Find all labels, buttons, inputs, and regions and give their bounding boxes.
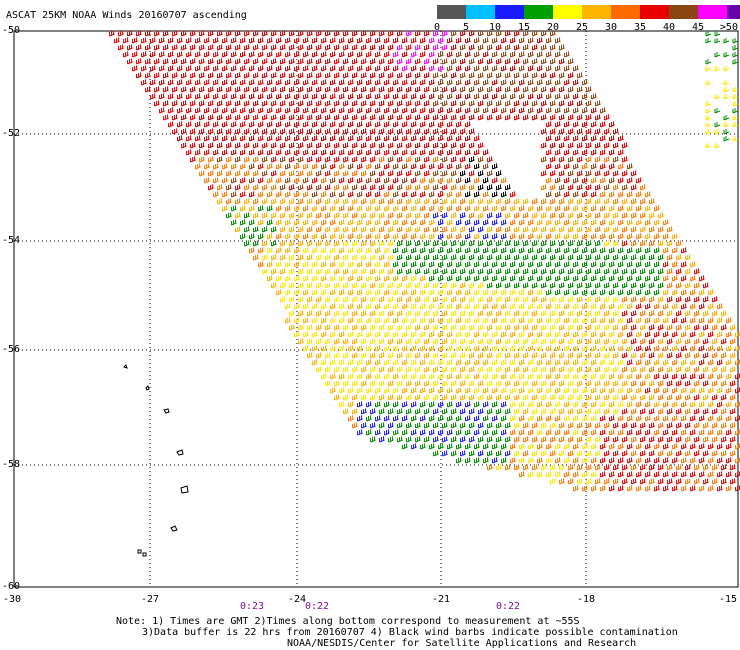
lat-label: -50 <box>2 26 20 36</box>
lon-label: -27 <box>141 595 159 605</box>
ascat-wind-map: { "title": "ASCAT 25KM NOAA Winds 201607… <box>0 0 740 650</box>
legend-swatch <box>698 5 727 19</box>
note-line-2: 3)Data buffer is 22 hrs from 20160707 4)… <box>142 628 678 638</box>
map-title: ASCAT 25KM NOAA Winds 20160707 ascending <box>6 11 247 21</box>
legend-swatch <box>437 5 466 19</box>
legend-tick-label: 15 <box>518 23 530 33</box>
lat-label: -56 <box>2 345 20 355</box>
legend-swatch <box>495 5 524 19</box>
lon-label: -21 <box>432 595 450 605</box>
legend-swatch <box>553 5 582 19</box>
legend-tick-label: 25 <box>576 23 588 33</box>
legend-tick-label: 45 <box>692 23 704 33</box>
legend-swatch <box>466 5 495 19</box>
lat-label: -58 <box>2 460 20 470</box>
islands-outline <box>124 365 188 556</box>
legend-tick-label: 30 <box>605 23 617 33</box>
lon-label: -18 <box>577 595 595 605</box>
time-label: 0:22 <box>496 602 520 612</box>
legend-tick-label: 0 <box>434 23 440 33</box>
legend-swatch <box>524 5 553 19</box>
map-canvas <box>0 0 740 650</box>
time-label: 0:23 <box>240 602 264 612</box>
lon-label: -24 <box>288 595 306 605</box>
legend-colorbar <box>437 5 740 19</box>
legend-tick-label: 40 <box>663 23 675 33</box>
legend-swatch <box>640 5 669 19</box>
lon-label: -15 <box>719 595 737 605</box>
lon-label: -30 <box>3 595 21 605</box>
legend-tick-label: >50 knots <box>720 23 740 33</box>
legend-tick-label: 5 <box>463 23 469 33</box>
wind-barb-edge-strip <box>706 31 738 148</box>
legend-swatch <box>611 5 640 19</box>
legend-swatch <box>582 5 611 19</box>
legend-tick-label: 10 <box>489 23 501 33</box>
legend-tick-label: 35 <box>634 23 646 33</box>
wind-barb-swath <box>110 30 740 491</box>
lat-label: -52 <box>2 129 20 139</box>
lat-label: -60 <box>2 582 20 592</box>
time-label: 0:22 <box>305 602 329 612</box>
note-line-1: Note: 1) Times are GMT 2)Times along bot… <box>116 617 580 627</box>
legend-swatch <box>669 5 698 19</box>
legend-tick-label: 20 <box>547 23 559 33</box>
legend-swatch <box>727 5 740 19</box>
lat-label: -54 <box>2 236 20 246</box>
note-line-3: NOAA/NESDIS/Center for Satellite Applica… <box>287 639 636 649</box>
